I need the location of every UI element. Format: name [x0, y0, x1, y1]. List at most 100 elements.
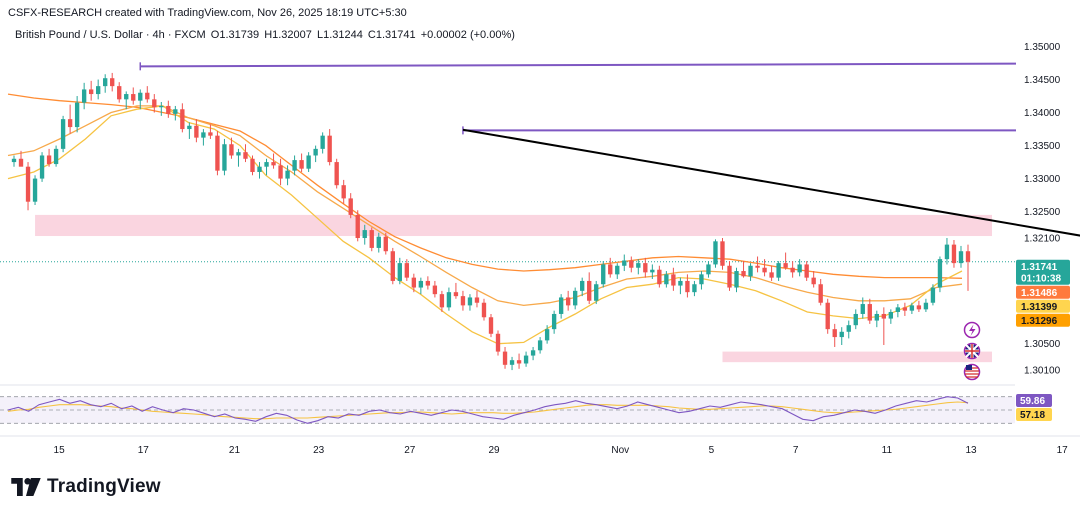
price-tick-label: 1.30100 — [1024, 366, 1061, 377]
candle — [930, 284, 936, 306]
candle — [138, 89, 143, 110]
candle — [923, 298, 929, 312]
rsi-tag-bg — [1016, 408, 1052, 421]
time-tick-label: Nov — [611, 445, 629, 456]
support-resistance-zones — [35, 214, 992, 363]
tradingview-logo[interactable]: TradingView — [11, 476, 161, 498]
candle — [769, 265, 774, 281]
candle — [117, 82, 122, 103]
ohlc-close: C1.31741 — [367, 29, 416, 41]
candle-body — [685, 280, 690, 293]
candle-body — [664, 274, 669, 285]
us-flag-icon[interactable] — [963, 363, 981, 381]
ma-mid-line — [7, 105, 963, 307]
ohlc-open: O1.31739 — [210, 29, 260, 41]
candle — [327, 129, 332, 166]
candle-body — [825, 302, 830, 330]
candle — [292, 155, 297, 176]
candle-body — [790, 267, 795, 273]
candle-body — [152, 99, 157, 108]
candle — [657, 265, 662, 288]
candle-body — [418, 280, 424, 288]
candle — [755, 256, 760, 273]
candle — [32, 175, 38, 205]
candle — [902, 302, 908, 316]
candle-body — [383, 236, 388, 252]
candle — [53, 145, 59, 167]
candle — [965, 244, 971, 291]
candle-body — [243, 152, 248, 159]
price-tick-label: 1.33000 — [1024, 174, 1061, 185]
time-tick-label: 7 — [793, 445, 799, 456]
candle — [565, 290, 571, 311]
candle-body — [453, 292, 459, 297]
candle — [320, 132, 325, 154]
downtrend-line — [462, 128, 1080, 237]
lightning-icon[interactable] — [963, 321, 981, 339]
candle-body — [264, 162, 269, 167]
price-chart[interactable]: 1.35000 1.34500 1.34000 1.33500 1.33000 1.325… — [0, 0, 1080, 470]
candle — [103, 74, 108, 93]
candle-body — [67, 119, 73, 128]
candle — [236, 148, 241, 167]
uk-flag-icon[interactable] — [963, 342, 981, 360]
candle-body — [622, 260, 627, 266]
candle-body — [881, 313, 886, 319]
candle-body — [131, 94, 136, 101]
rsi-line — [7, 396, 969, 424]
candle — [573, 287, 578, 310]
candle — [811, 271, 816, 288]
candle — [523, 351, 529, 367]
candle-body — [636, 263, 641, 268]
candle — [678, 277, 683, 295]
candle — [110, 72, 115, 92]
candle-body — [923, 302, 929, 310]
candle-body — [313, 148, 318, 156]
candle-body — [18, 158, 24, 167]
rsi-tag-label: 57.18 — [1020, 410, 1045, 421]
candle-body — [741, 271, 746, 277]
price-tag-bg — [1016, 313, 1070, 327]
rsi-pane: 59.86 57.18 — [0, 394, 1052, 424]
price-tag-label: 1.31486 — [1021, 288, 1058, 299]
ohlc-high: H1.32007 — [264, 29, 312, 41]
candle — [488, 313, 494, 338]
ohlc-low: L1.31244 — [316, 29, 363, 41]
candle — [18, 150, 24, 167]
candle — [727, 261, 732, 291]
candle-body — [180, 109, 185, 130]
candle-body — [306, 155, 311, 169]
candle-body — [257, 166, 262, 172]
time-tick-label: 15 — [54, 445, 66, 456]
candle-body — [285, 170, 290, 179]
candle — [895, 304, 901, 318]
candle-body — [145, 92, 150, 100]
tradingview-logo-icon — [11, 478, 41, 496]
time-tick-label: 29 — [488, 445, 500, 456]
candle — [313, 145, 318, 163]
drawn-lines — [139, 62, 1080, 237]
candle-body — [853, 313, 858, 326]
candle-body — [530, 350, 536, 356]
candle-body — [88, 89, 94, 95]
candle-body — [650, 269, 655, 273]
price-tick-label: 1.35000 — [1024, 42, 1061, 53]
candle-body — [734, 271, 739, 288]
price-axis[interactable]: 1.35000 1.34500 1.34000 1.33500 1.33000 1.325… — [1016, 42, 1070, 377]
candle-body — [951, 244, 957, 264]
candle-body — [208, 132, 213, 136]
time-axis[interactable]: 151721232729Nov5711131719212527 — [54, 445, 1080, 456]
symbol-name[interactable]: British Pound / U.S. Dollar · 4h · FXCM — [15, 29, 206, 41]
price-tick-label: 1.32100 — [1024, 234, 1061, 245]
price-tag-1: 1.31486 — [1016, 285, 1070, 299]
candle-body — [846, 325, 851, 332]
candle — [495, 330, 501, 356]
candle-body — [439, 294, 445, 308]
candle — [306, 152, 311, 172]
candle — [145, 86, 150, 103]
candle — [271, 153, 276, 169]
candle-body — [699, 274, 704, 285]
candle-body — [397, 263, 402, 281]
candle-body — [558, 297, 564, 314]
candle-body — [39, 155, 45, 179]
